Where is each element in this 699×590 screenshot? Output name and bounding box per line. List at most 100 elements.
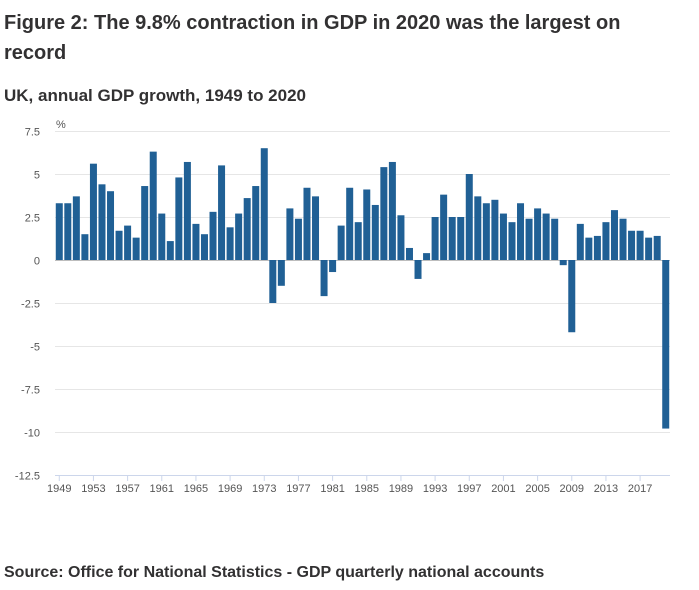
bar-1963: 1963: 4.8 <box>175 177 183 260</box>
bar-1949: 1949: 3.3 <box>55 203 63 260</box>
bar-1974: 1974: -2.5 <box>269 260 277 303</box>
bar-2012: 2012: 1.4 <box>593 235 601 260</box>
bar-1953: 1953: 5.6 <box>89 163 97 260</box>
bar-2016: 2016: 1.7 <box>628 230 636 260</box>
y-tick-label: 0 <box>34 256 40 268</box>
bar-1973: 1973: 6.5 <box>260 148 268 260</box>
x-tick-label: 1989 <box>389 483 413 495</box>
bar-1987: 1987: 5.4 <box>380 167 388 260</box>
x-tick-label: 1953 <box>81 483 105 495</box>
bar-1989: 1989: 2.6 <box>397 215 405 260</box>
y-tick-label: 7.5 <box>25 127 40 139</box>
chart-subtitle: UK, annual GDP growth, 1949 to 2020 <box>4 86 306 105</box>
bar-2019: 2019: 1.4 <box>653 235 661 260</box>
bar-2009: 2009: -4.2 <box>568 260 576 333</box>
bar-1955: 1955: 4 <box>107 191 115 260</box>
bar-1992: 1992: 0.4 <box>423 253 431 260</box>
bar-2001: 2001: 2.7 <box>499 213 507 260</box>
y-tick-label: -7.5 <box>21 385 40 397</box>
bar-1959: 1959: 4.3 <box>141 186 149 260</box>
bar-2018: 2018: 1.3 <box>645 237 653 260</box>
bar-1956: 1956: 1.7 <box>115 230 123 260</box>
bar-1981: 1981: -0.7 <box>329 260 337 273</box>
x-tick-label: 2001 <box>491 483 515 495</box>
x-tick-label: 2013 <box>594 483 618 495</box>
bar-1978: 1978: 4.2 <box>303 187 311 260</box>
bar-1997: 1997: 5 <box>465 174 473 260</box>
bar-2006: 2006: 2.7 <box>542 213 550 260</box>
bar-1980: 1980: -2.1 <box>320 260 328 297</box>
x-tick-label: 1965 <box>184 483 208 495</box>
bar-2005: 2005: 3 <box>534 208 542 260</box>
x-tick-label: 1981 <box>320 483 344 495</box>
bar-1951: 1951: 3.7 <box>72 196 80 260</box>
bar-1995: 1995: 2.5 <box>448 217 456 260</box>
bar-2004: 2004: 2.4 <box>525 218 533 260</box>
bar-series: 1949: 3.31950: 3.31951: 3.71952: 1.51953… <box>55 148 670 429</box>
bar-2015: 2015: 2.4 <box>619 218 627 260</box>
x-tick-label: 1997 <box>457 483 481 495</box>
bar-2017: 2017: 1.7 <box>636 230 644 260</box>
bar-2007: 2007: 2.4 <box>551 218 559 260</box>
bar-1977: 1977: 2.4 <box>294 218 302 260</box>
bar-1970: 1970: 2.7 <box>235 213 243 260</box>
bar-2013: 2013: 2.2 <box>602 222 610 260</box>
x-tick-label: 2009 <box>560 483 584 495</box>
bar-2002: 2002: 2.2 <box>508 222 516 260</box>
bar-1986: 1986: 3.2 <box>371 204 379 260</box>
bar-1998: 1998: 3.7 <box>474 196 482 260</box>
y-tick-label: 5 <box>34 170 40 182</box>
x-tick-label: 1969 <box>218 483 242 495</box>
bar-1990: 1990: 0.7 <box>405 247 413 260</box>
bar-1960: 1960: 6.3 <box>149 151 157 260</box>
x-tick-label: 1993 <box>423 483 447 495</box>
bar-1965: 1965: 2.1 <box>192 223 200 260</box>
axes: 7.5 5 2.5 0 -2.5 -5 -7.5 -10 -12.5 1949 1953 1957 19… <box>15 127 670 495</box>
bar-2003: 2003: 3.3 <box>517 203 525 260</box>
bar-1993: 1993: 2.5 <box>431 217 439 260</box>
bar-1984: 1984: 2.2 <box>354 222 362 260</box>
bar-1954: 1954: 4.4 <box>98 184 106 260</box>
y-tick-label: -2.5 <box>21 299 40 311</box>
x-tick-label: 1977 <box>286 483 310 495</box>
y-axis-unit-label: % <box>56 119 66 131</box>
x-tick-label: 2017 <box>628 483 652 495</box>
x-tick-label: 1973 <box>252 483 276 495</box>
bar-1975: 1975: -1.5 <box>277 260 285 286</box>
bar-1999: 1999: 3.3 <box>482 203 490 260</box>
bar-2010: 2010: 2.1 <box>576 223 584 260</box>
y-tick-label: -10 <box>24 428 40 440</box>
bar-1964: 1964: 5.7 <box>183 161 191 260</box>
bar-2014: 2014: 2.9 <box>610 210 618 260</box>
bar-1982: 1982: 2 <box>337 225 345 260</box>
bar-2000: 2000: 3.5 <box>491 199 499 260</box>
bar-1979: 1979: 3.7 <box>312 196 320 260</box>
bar-1961: 1961: 2.7 <box>158 213 166 260</box>
gdp-growth-bar-chart: 1949: 3.31950: 3.31951: 3.71952: 1.51953… <box>15 119 670 495</box>
bar-1985: 1985: 4.1 <box>363 189 371 260</box>
bar-1991: 1991: -1.1 <box>414 260 422 279</box>
x-tick-label: 1957 <box>115 483 139 495</box>
bar-2011: 2011: 1.3 <box>585 237 593 260</box>
y-tick-label: -12.5 <box>15 471 40 483</box>
x-tick-label: 1949 <box>47 483 71 495</box>
gridlines <box>55 131 670 476</box>
bar-2020: 2020: -9.8 <box>662 260 670 429</box>
bar-1962: 1962: 1.1 <box>166 241 174 260</box>
x-tick-label: 1961 <box>150 483 174 495</box>
bar-1988: 1988: 5.7 <box>388 161 396 260</box>
bar-1972: 1972: 4.3 <box>252 186 260 260</box>
bar-1971: 1971: 3.6 <box>243 198 251 260</box>
y-tick-label: -5 <box>30 342 40 354</box>
bar-1957: 1957: 2 <box>124 225 132 260</box>
bar-1952: 1952: 1.5 <box>81 234 89 260</box>
bar-1994: 1994: 3.8 <box>440 194 448 260</box>
bar-1968: 1968: 5.5 <box>218 165 226 260</box>
y-tick-label: 2.5 <box>25 213 40 225</box>
bar-1996: 1996: 2.5 <box>457 217 465 260</box>
source-note: Source: Office for National Statistics -… <box>4 564 545 581</box>
bar-1967: 1967: 2.8 <box>209 211 217 260</box>
bar-1966: 1966: 1.5 <box>200 234 208 260</box>
bar-1976: 1976: 3 <box>286 208 294 260</box>
bar-1950: 1950: 3.3 <box>64 203 72 260</box>
